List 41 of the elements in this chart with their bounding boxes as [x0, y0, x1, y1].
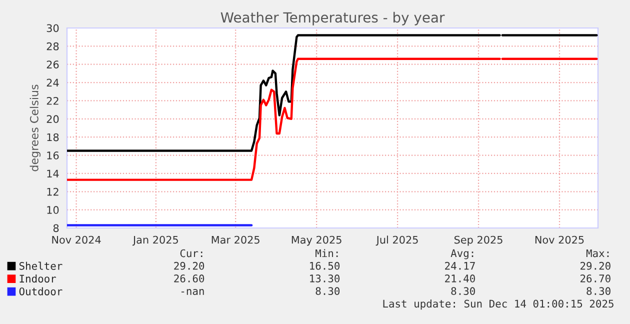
text: Max:: [586, 249, 609, 258]
y-axis-title: degrees Celsius: [30, 84, 41, 172]
y-tick-label: 22: [46, 96, 58, 105]
text: 21.40: [445, 274, 475, 282]
y-tick-label: 24: [46, 78, 59, 87]
y-tick-label: 30: [46, 24, 59, 32]
text: 16.50: [310, 262, 340, 270]
x-tick-label: Nov 2025: [535, 236, 584, 244]
chart-title: Weather Temperatures - by year: [220, 12, 445, 26]
text: Min:: [316, 249, 338, 258]
text: 26.60: [174, 274, 204, 282]
x-tick-label: May 2025: [292, 236, 342, 246]
x-tick-label: Mar 2025: [212, 236, 260, 244]
legend-label: Indoor: [20, 274, 56, 283]
text: 13.30: [310, 274, 340, 282]
text: Avg:: [450, 249, 474, 260]
y-tick-label: 18: [47, 133, 59, 142]
x-tick-label: Jul 2025: [376, 236, 418, 246]
text: 8.30: [586, 287, 610, 296]
text: Last update: Sun Dec 14 01:00:15 2025: [383, 300, 614, 310]
text: 29.20: [580, 262, 610, 270]
y-tick-label: 20: [46, 115, 59, 124]
x-tick-label: Jan 2025: [132, 236, 178, 246]
y-tick-label: 26: [46, 60, 59, 68]
y-tick-label: 14: [47, 170, 59, 178]
text: 26.70: [580, 274, 610, 282]
y-tick-label: 16: [47, 152, 59, 160]
text: Cur:: [180, 249, 202, 258]
text: -nan: [181, 289, 204, 296]
x-tick-label: Nov 2024: [52, 236, 101, 244]
text: 8.30: [451, 287, 475, 296]
y-tick-label: 12: [47, 188, 58, 196]
y-tick-label: 10: [47, 206, 59, 214]
x-tick-label: Sep 2025: [454, 236, 502, 246]
legend-label: Shelter: [19, 262, 62, 270]
text: 8.30: [316, 287, 340, 296]
text: 24.17: [445, 262, 475, 270]
y-tick-label: 28: [46, 42, 59, 50]
text: 29.20: [174, 262, 204, 270]
y-tick-label: 8: [53, 224, 59, 232]
legend-label: Outdoor: [19, 287, 62, 296]
